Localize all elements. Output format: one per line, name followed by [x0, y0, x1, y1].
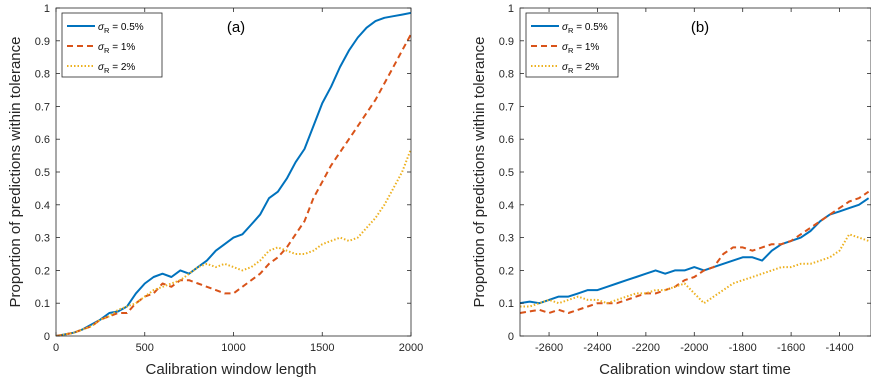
legend-value: = 0.5%: [109, 22, 143, 33]
chart-panel-b: 0 0.1 0.2 0.3 0.4 0.5 0.6 0.7 0.8 0.9 1 -2600 -2400 -…: [471, 3, 871, 378]
legend-sigma: σ: [98, 22, 105, 33]
y-axis-label: Proportion of predictions within toleran…: [7, 37, 24, 308]
y-tick-label: 0.9: [499, 36, 514, 48]
legend: σR = 0.5%σR = 1%σR = 2%: [61, 12, 163, 78]
x-tick-label: -2200: [632, 342, 660, 354]
legend-value: = 2%: [109, 62, 135, 73]
x-axis-label: Calibration window length: [146, 361, 317, 378]
legend-label: σR = 2%: [562, 62, 599, 75]
series-line-1: [520, 197, 870, 305]
x-axis-label: Calibration window start time: [599, 361, 791, 378]
x-tick-label: -2400: [583, 342, 611, 354]
legend-label: σR = 0.5%: [98, 22, 144, 35]
y-tick-label: 0.5: [35, 167, 50, 179]
legend-value: = 1%: [109, 42, 135, 53]
series-line-3: [520, 233, 869, 308]
y-tick-label: 0.2: [35, 265, 50, 277]
series-line-1: [56, 11, 411, 336]
legend-value: = 2%: [573, 62, 599, 73]
legend-value: = 1%: [573, 42, 599, 53]
legend-sigma: σ: [98, 42, 105, 53]
y-tick-label: 0.7: [35, 101, 50, 113]
legend-sigma: σ: [562, 42, 569, 53]
x-tick-label: 2000: [399, 342, 423, 354]
y-tick-label: 0: [44, 331, 50, 343]
x-tick-label: 1000: [221, 342, 245, 354]
legend-sigma: σ: [98, 62, 105, 73]
y-tick-label: 0.3: [499, 233, 514, 245]
x-tick-label: 1500: [310, 342, 334, 354]
panel-label: (a): [227, 19, 245, 36]
legend-subscript: R: [568, 46, 574, 55]
y-tick-label: 0.1: [499, 298, 514, 310]
series-line-2: [56, 33, 411, 336]
legend-subscript: R: [104, 46, 110, 55]
chart-panel-a: 0 0.1 0.2 0.3 0.4 0.5 0.6 0.7 0.8 0.9 1 0 500 1000 150…: [7, 3, 423, 378]
legend-value: = 0.5%: [573, 22, 607, 33]
y-tick-label: 1: [508, 3, 514, 15]
x-tick-label: -2000: [680, 342, 708, 354]
y-tick-label: 0.4: [35, 200, 50, 212]
legend-sigma: σ: [562, 62, 569, 73]
y-tick-label: 0.8: [499, 69, 514, 81]
legend-label: σR = 0.5%: [562, 22, 608, 35]
legend-subscript: R: [568, 26, 574, 35]
legend-subscript: R: [104, 26, 110, 35]
y-tick-label: 0: [508, 331, 514, 343]
legend-label: σR = 2%: [98, 62, 135, 75]
series-line-2: [520, 190, 870, 314]
y-tick-label: 0.4: [499, 200, 514, 212]
y-tick-label: 0.3: [35, 233, 50, 245]
y-tick-label: 0.9: [35, 36, 50, 48]
y-tick-label: 0.1: [35, 298, 50, 310]
x-tick-label: -1400: [825, 342, 853, 354]
legend-label: σR = 1%: [562, 42, 599, 55]
y-tick-label: 0.5: [499, 167, 514, 179]
x-tick-label: -1800: [729, 342, 757, 354]
y-axis-label: Proportion of predictions within toleran…: [471, 37, 488, 308]
x-tick-label: -2600: [535, 342, 563, 354]
y-tick-label: 0.6: [499, 134, 514, 146]
x-tick-label: -1600: [777, 342, 805, 354]
legend: σR = 0.5%σR = 1%σR = 2%: [525, 12, 619, 78]
x-tick-label: 500: [136, 342, 154, 354]
x-tick-label: 0: [53, 342, 59, 354]
legend-label: σR = 1%: [98, 42, 135, 55]
y-tick-label: 0.6: [35, 134, 50, 146]
legend-subscript: R: [104, 66, 110, 75]
y-tick-label: 0.2: [499, 265, 514, 277]
legend-subscript: R: [568, 66, 574, 75]
y-tick-label: 1: [44, 3, 50, 15]
panel-label: (b): [691, 19, 709, 36]
series-line-3: [56, 148, 411, 336]
legend-sigma: σ: [562, 22, 569, 33]
y-tick-label: 0.8: [35, 69, 50, 81]
y-tick-label: 0.7: [499, 101, 514, 113]
